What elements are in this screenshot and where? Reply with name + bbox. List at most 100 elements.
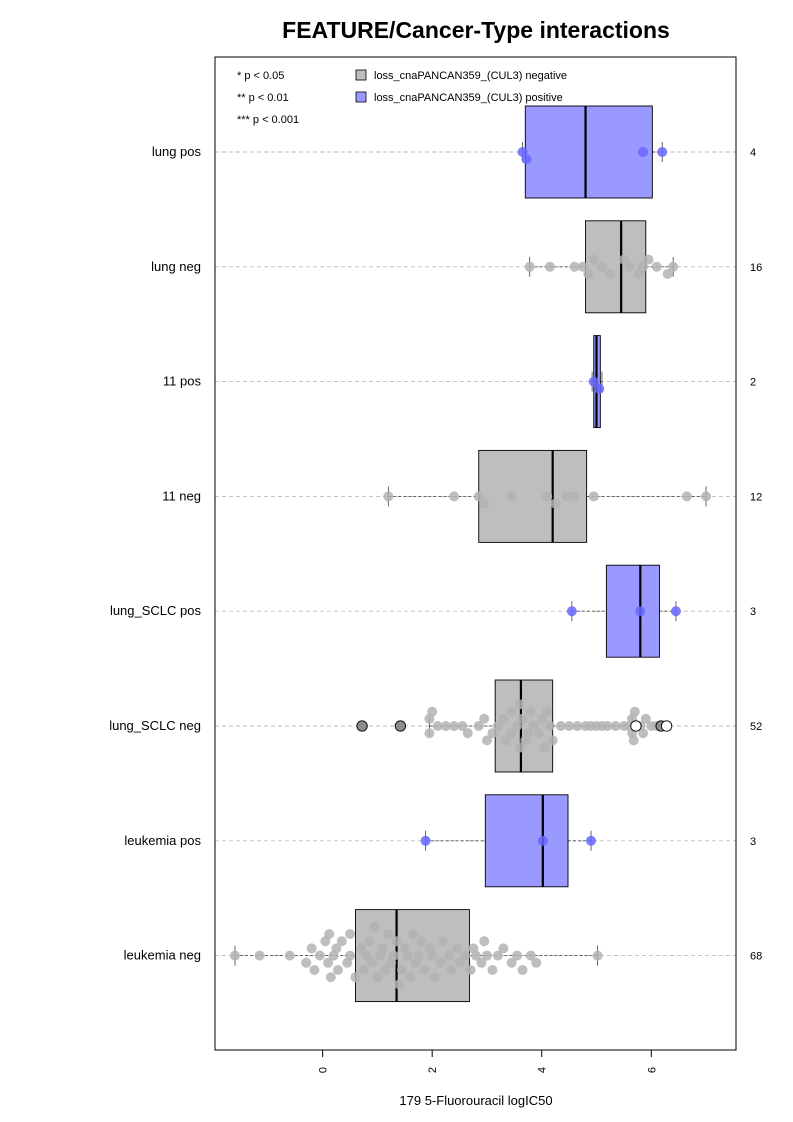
point-leukemia-pos-2 (586, 835, 597, 846)
point-lung-neg-0 (524, 261, 535, 272)
point-lung-sclc-neg-14 (501, 735, 512, 746)
point-leukemia-neg-49 (446, 965, 457, 975)
point-lung-sclc-neg-4 (440, 721, 451, 731)
point-leukemia-neg-23 (366, 957, 377, 968)
point-lung-neg-7 (605, 269, 616, 279)
point-leukemia-neg-51 (454, 957, 465, 968)
point-leukemia-neg-33 (394, 979, 405, 990)
point-leukemia-neg-21 (361, 950, 372, 961)
point-leukemia-neg-61 (498, 943, 509, 954)
point-lung-neg-5 (588, 254, 599, 265)
point-leukemia-neg-55 (471, 950, 481, 961)
point-leukemia-neg-36 (402, 950, 413, 961)
point-11-neg-7 (561, 491, 572, 502)
count-label-lung-sclc-neg: 52 (750, 721, 762, 733)
point-lung-sclc-neg-11 (487, 728, 498, 739)
point-lung-neg-3 (577, 261, 588, 272)
point-leukemia-neg-62 (506, 957, 517, 968)
point-11-pos-1 (594, 383, 605, 394)
point-lung-sclc-neg-44 (628, 735, 639, 746)
point-leukemia-neg-59 (487, 965, 498, 975)
point-leukemia-pos-1 (537, 835, 548, 846)
x-tick-label-4: 4 (537, 1067, 549, 1073)
category-label-leukemia-neg: leukemia neg (124, 948, 201, 963)
point-leukemia-neg-17 (345, 929, 356, 939)
point-leukemia-neg-4 (306, 943, 317, 954)
point-leukemia-neg-34 (397, 965, 408, 975)
point-lung-sclc-neg-10 (481, 735, 492, 746)
point-lung-sclc-neg-15 (506, 728, 517, 739)
point-lung-sclc-neg-16 (506, 706, 517, 717)
point-leukemia-neg-37 (405, 972, 416, 983)
point-lung-neg-4 (583, 269, 594, 279)
point-lung-pos-1 (521, 154, 532, 165)
point-lung-neg-14 (662, 269, 673, 279)
point-leukemia-neg-14 (336, 936, 347, 947)
point-leukemia-neg-67 (592, 950, 603, 961)
point-leukemia-neg-56 (476, 957, 487, 968)
point-lung-sclc-neg-29 (544, 721, 555, 731)
point-leukemia-neg-45 (429, 972, 440, 983)
boxes (234, 105, 707, 1003)
category-label-11-neg: 11 neg (162, 488, 201, 503)
point-lung-sclc-neg-26 (536, 713, 547, 724)
point-leukemia-neg-29 (383, 929, 394, 939)
point-lung-sclc-neg-31 (555, 721, 566, 731)
point-lung-sclc-neg-13 (498, 713, 509, 724)
point-leukemia-neg-31 (388, 950, 399, 961)
count-label-lung-neg: 16 (750, 262, 762, 274)
point-lung-sclc-neg-17 (512, 721, 523, 731)
point-lung-sclc-pos-2 (670, 606, 681, 617)
point-lung-sclc-neg-2 (427, 706, 438, 717)
point-leukemia-neg-22 (364, 936, 375, 947)
point-lung-sclc-neg-27 (539, 742, 550, 753)
point-lung-sclc-neg-12 (492, 721, 503, 731)
box-leukemia-pos (484, 794, 569, 888)
point-leukemia-neg-41 (416, 936, 427, 947)
category-label-lung-sclc-neg: lung_SCLC neg (109, 718, 201, 733)
count-label-11-pos: 2 (750, 377, 756, 389)
point-leukemia-neg-46 (435, 957, 446, 968)
count-label-leukemia-pos: 3 (750, 836, 756, 848)
point-leukemia-neg-25 (372, 972, 383, 983)
point-lung-neg-12 (643, 254, 654, 265)
point-leukemia-neg-24 (369, 921, 380, 932)
point-lung-sclc-neg-39 (610, 721, 621, 731)
point-lung-sclc-neg-30 (547, 735, 558, 746)
point-leukemia-neg-9 (324, 929, 335, 939)
point-11-neg-0 (383, 491, 394, 502)
point-lung-neg-9 (624, 261, 635, 272)
point-11-neg-4 (506, 491, 517, 502)
point-leukemia-neg-53 (465, 965, 476, 975)
point-11-pos-0 (588, 376, 599, 387)
point-leukemia-neg-48 (443, 950, 454, 961)
point-lung-sclc-neg-45 (629, 706, 640, 717)
point-leukemia-neg-40 (413, 950, 424, 961)
point-leukemia-neg-64 (517, 965, 528, 975)
legend: loss_cnaPANCAN359_(CUL3) negative loss_c… (355, 69, 567, 104)
chart-title: FEATURE/Cancer-Type interactions (282, 17, 670, 43)
category-label-lung-neg: lung neg (151, 259, 201, 274)
x-axis-label: 179 5-Fluorouracil logIC50 (399, 1093, 552, 1108)
point-leukemia-neg-50 (451, 943, 462, 954)
point-lung-sclc-neg-38 (602, 721, 613, 731)
point-leukemia-neg-1 (254, 950, 265, 961)
points (230, 147, 712, 990)
point-leukemia-neg-18 (350, 972, 361, 983)
count-label-11-neg: 12 (750, 491, 762, 503)
significance-legend: * p < 0.05 ** p < 0.01 *** p < 0.001 (237, 70, 299, 126)
x-tick-label-0: 0 (318, 1067, 330, 1073)
sig-legend-3: *** p < 0.001 (237, 114, 299, 126)
count-label-lung-sclc-pos: 3 (750, 606, 756, 618)
point-leukemia-neg-32 (391, 936, 402, 947)
point-11-neg-2 (473, 491, 484, 502)
point-lung-sclc-neg-5 (449, 721, 460, 731)
point-leukemia-neg-20 (358, 965, 369, 975)
point-leukemia-neg-13 (332, 965, 343, 975)
x-tick-label-6: 6 (646, 1067, 658, 1073)
count-labels: 4 16 2 12 3 52 3 68 (750, 147, 762, 963)
legend-label-positive: loss_cnaPANCAN359_(CUL3) positive (374, 92, 563, 104)
point-lung-sclc-pos-0 (566, 606, 577, 617)
point-lung-neg-8 (618, 254, 629, 265)
